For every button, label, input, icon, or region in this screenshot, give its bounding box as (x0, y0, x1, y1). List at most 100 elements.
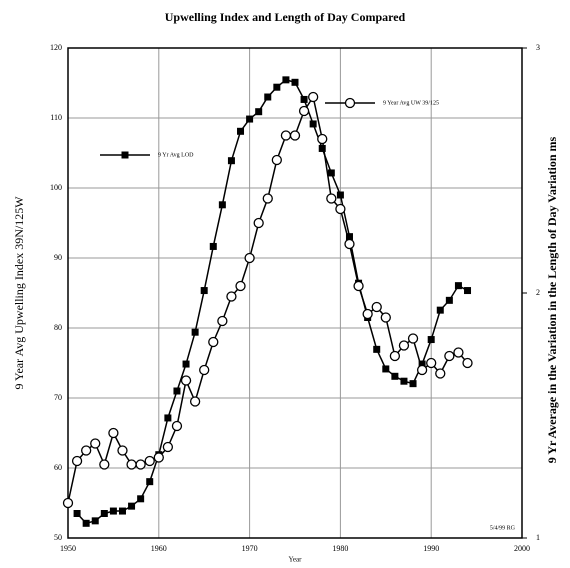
data-point (171, 420, 183, 432)
data-point (436, 306, 444, 314)
data-point (109, 507, 117, 515)
data-point (336, 191, 344, 199)
legend-label: 9 Yr Avg LOD (158, 152, 194, 158)
legend-marker (121, 151, 129, 159)
data-point (81, 445, 92, 456)
data-point (462, 357, 473, 369)
data-point (128, 502, 136, 510)
data-point (271, 154, 282, 166)
data-point (199, 364, 210, 376)
data-point (253, 217, 264, 229)
data-point (99, 459, 110, 470)
data-point (246, 115, 254, 123)
y-tick-label: 60 (54, 463, 62, 472)
x-tick-label: 1970 (242, 544, 258, 553)
data-point (117, 445, 128, 456)
data-point (118, 507, 126, 515)
data-point (389, 350, 401, 362)
data-point (180, 375, 192, 386)
data-point (344, 238, 355, 250)
data-point (300, 95, 308, 103)
x-axis-label: Year (289, 556, 303, 564)
data-point (226, 291, 237, 302)
data-point (391, 372, 399, 380)
data-point (164, 414, 172, 422)
y-tick-label: 120 (50, 43, 62, 52)
chart-title: Upwelling Index and Length of Day Compar… (165, 10, 406, 24)
data-point (173, 387, 181, 395)
data-point (382, 365, 390, 373)
data-point (62, 497, 74, 509)
data-point (153, 452, 164, 463)
data-point (135, 459, 146, 470)
data-point (427, 336, 435, 344)
data-point (255, 108, 263, 116)
y2-tick-label: 3 (536, 43, 540, 52)
data-point (353, 280, 364, 292)
data-point (335, 203, 346, 215)
data-point (444, 350, 455, 362)
data-point (244, 252, 255, 264)
data-point (380, 312, 391, 323)
data-point (90, 438, 101, 449)
data-point (418, 360, 426, 368)
data-point (298, 105, 310, 117)
data-point (146, 478, 154, 486)
y2-tick-label: 2 (536, 288, 540, 297)
data-point (189, 396, 201, 407)
data-point (407, 333, 419, 344)
y2-axis-label: 9 Yr Average in the Variation in the Len… (545, 136, 559, 463)
plot-frame (67, 47, 523, 539)
x-tick-label: 1950 (60, 544, 76, 553)
data-point (282, 76, 290, 84)
data-point (191, 328, 199, 336)
y-axis-label: 9 Year Avg Upwelling Index 39N/125W (12, 196, 26, 390)
y2-tick-label: 1 (536, 533, 540, 542)
data-point (162, 441, 174, 453)
data-point (289, 130, 301, 141)
data-point (235, 280, 246, 292)
data-point (416, 364, 428, 376)
y-tick-label: 110 (50, 113, 62, 122)
data-point (227, 157, 235, 165)
y-tick-label: 50 (54, 533, 62, 542)
data-point (409, 380, 417, 388)
data-point (318, 144, 326, 152)
data-point (144, 455, 155, 467)
x-tick-label: 1990 (423, 544, 439, 553)
data-point (82, 519, 90, 527)
data-point (362, 308, 373, 320)
data-point (71, 455, 83, 467)
data-point (309, 120, 317, 128)
data-point (291, 78, 299, 86)
x-tick-label: 1960 (151, 544, 167, 553)
data-point (262, 193, 273, 204)
data-point (137, 495, 145, 503)
data-point (326, 193, 337, 204)
y-tick-label: 80 (54, 323, 62, 332)
data-point (345, 233, 353, 241)
data-point (426, 357, 437, 369)
data-point (126, 459, 137, 470)
data-point (464, 287, 472, 295)
data-point (73, 510, 81, 517)
data-point (317, 133, 328, 145)
x-tick-label: 1980 (332, 544, 348, 553)
data-point (400, 377, 408, 385)
data-point (91, 517, 99, 525)
data-point (100, 510, 108, 517)
data-point (208, 336, 219, 348)
data-point (435, 368, 446, 379)
data-point (454, 282, 462, 290)
y-tick-label: 70 (54, 393, 62, 402)
data-point (453, 347, 464, 358)
data-point (445, 296, 453, 304)
data-point (371, 301, 382, 313)
data-point (308, 91, 319, 103)
y-tick-label: 100 (50, 183, 62, 192)
x-tick-label: 2000 (514, 544, 530, 553)
data-point (209, 242, 217, 250)
legend-label: 9 Year Avg UW 39/125 (383, 100, 439, 106)
data-point (217, 315, 228, 327)
